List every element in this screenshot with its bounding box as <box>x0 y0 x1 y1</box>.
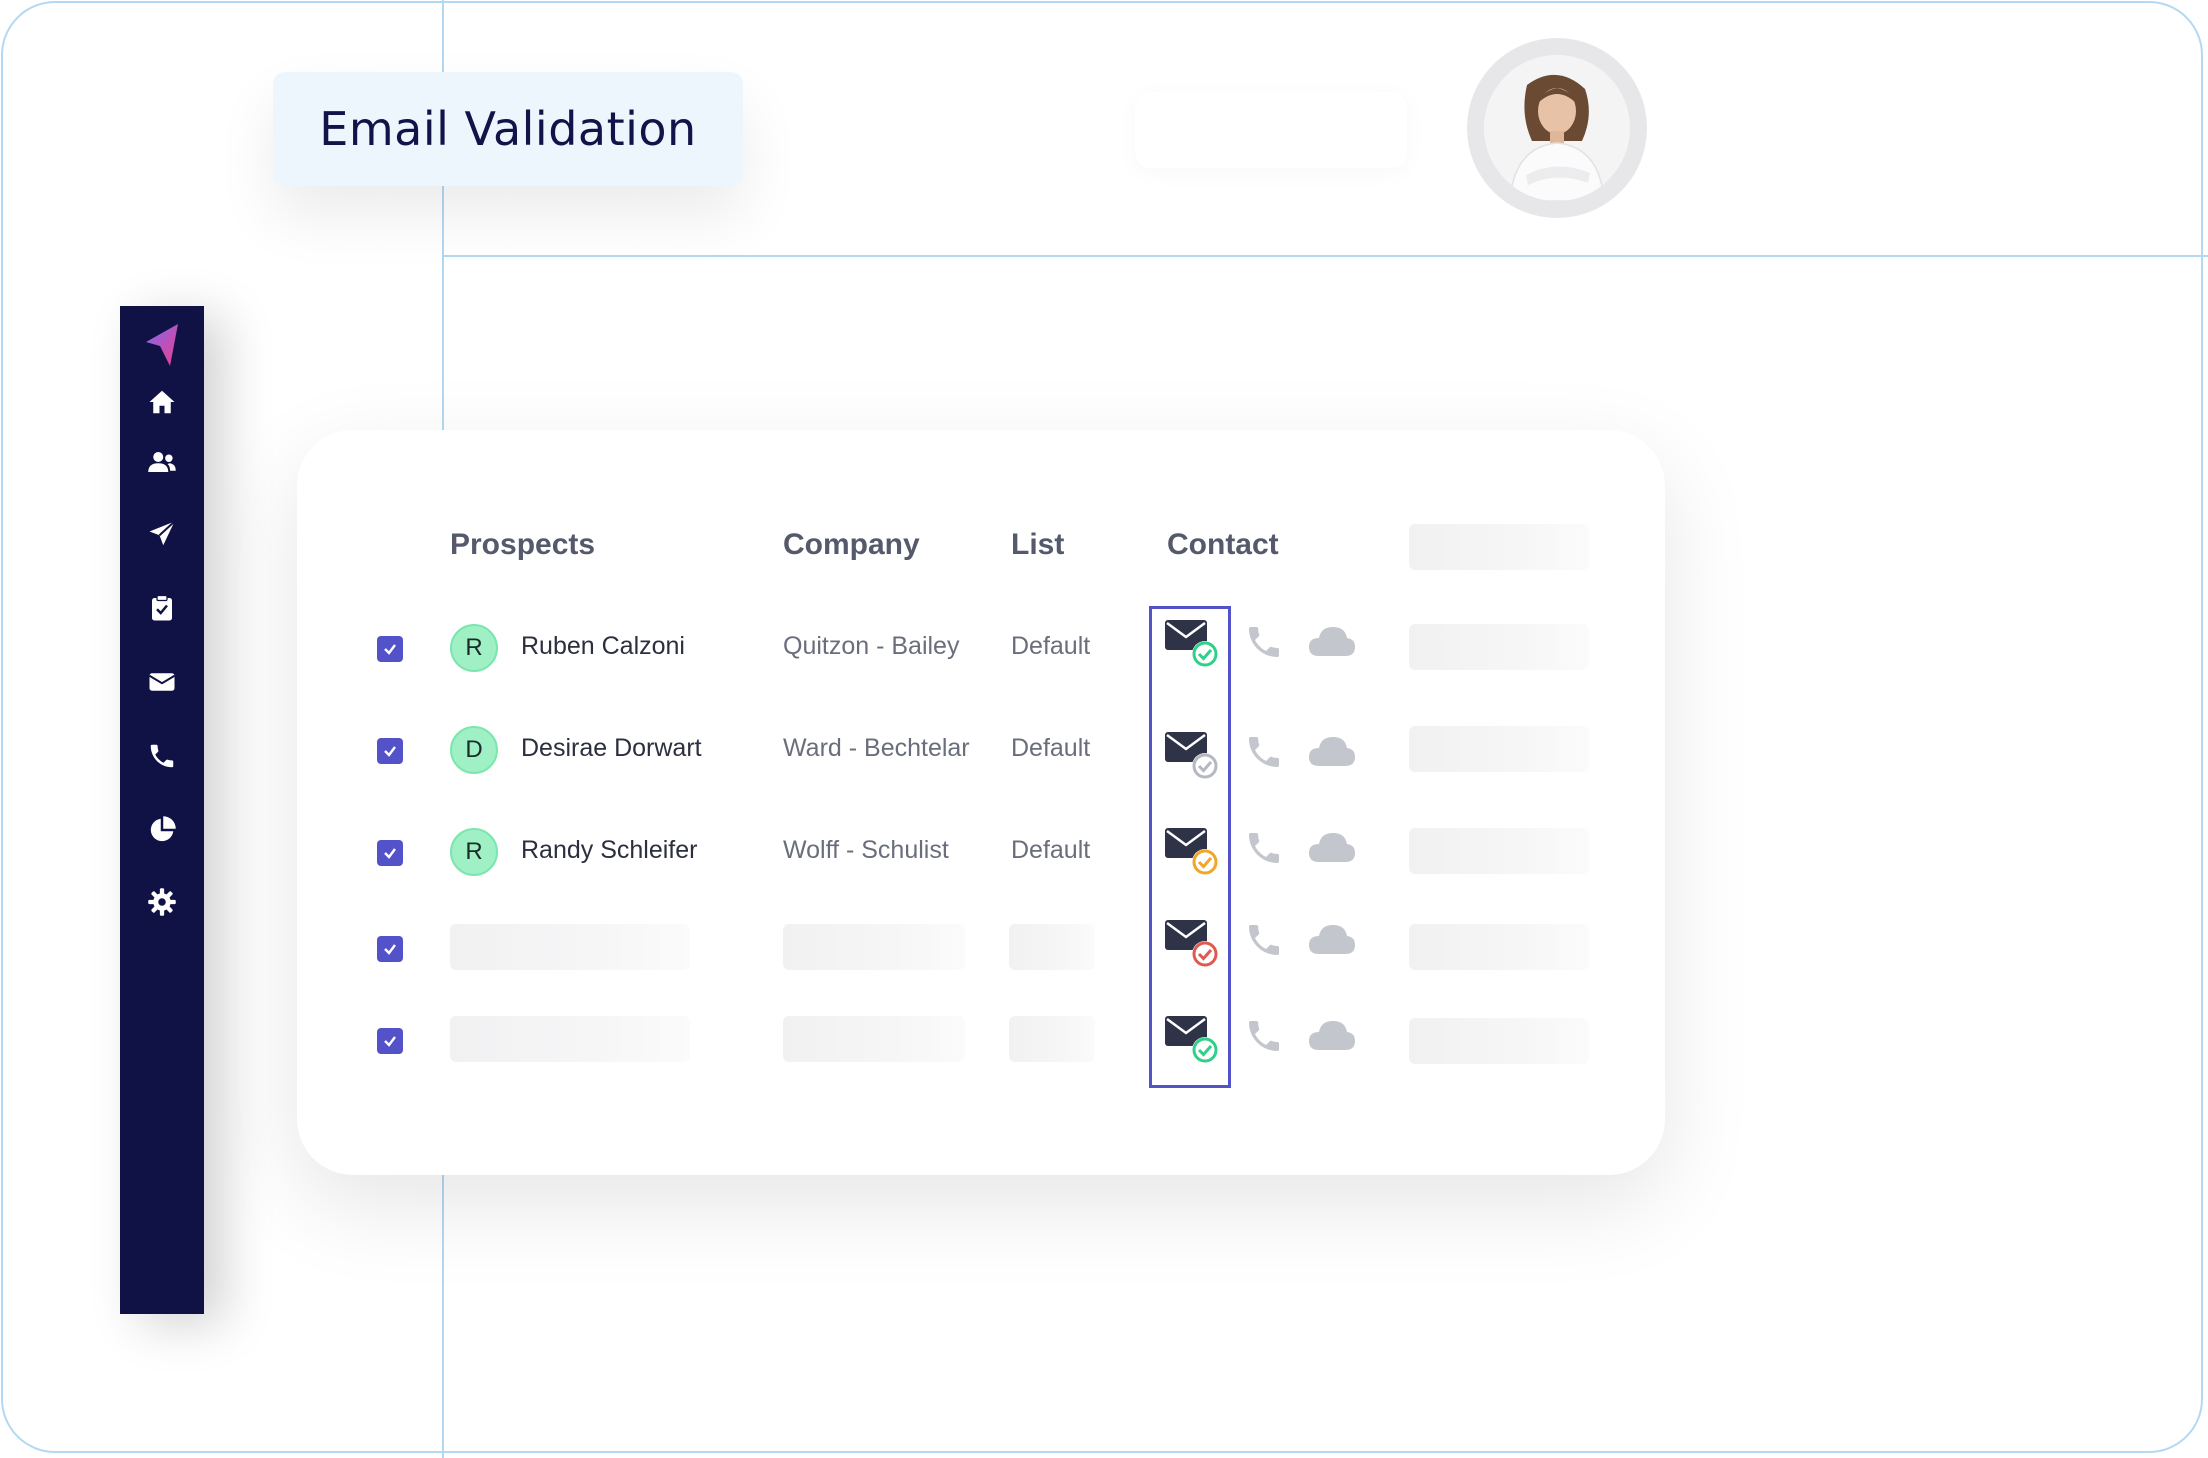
guide-line-horizontal <box>442 255 2208 257</box>
email-valid-icon[interactable] <box>1163 616 1225 678</box>
clipboard-check-icon[interactable] <box>146 592 178 624</box>
prospect-company: Wolff - Schulist <box>783 836 949 864</box>
cloud-icon[interactable] <box>1307 920 1357 960</box>
email-invalid-icon[interactable] <box>1163 916 1225 978</box>
phone-icon[interactable] <box>1244 1016 1284 1056</box>
table-row[interactable]: R Randy Schleifer Wolff - Schulist Defau… <box>297 820 1665 884</box>
table-row[interactable]: R Ruben Calzoni Quitzon - Bailey Default <box>297 616 1665 680</box>
prospect-list: Default <box>1011 734 1091 762</box>
row-checkbox[interactable] <box>377 840 403 866</box>
prospect-initial-avatar: R <box>450 828 498 876</box>
gear-icon[interactable] <box>146 886 178 918</box>
column-header-prospects: Prospects <box>450 528 596 561</box>
prospect-initial-avatar: R <box>450 624 498 672</box>
prospects-card: Prospects Company List Contact R Ruben C… <box>297 430 1665 1175</box>
prospect-list: Default <box>1011 836 1091 864</box>
table-row[interactable] <box>297 1008 1665 1072</box>
cloud-icon[interactable] <box>1307 732 1357 772</box>
prospect-company: Quitzon - Bailey <box>783 632 960 660</box>
list-placeholder <box>1009 924 1095 970</box>
prospect-name[interactable]: Randy Schleifer <box>521 836 698 864</box>
row-checkbox[interactable] <box>377 738 403 764</box>
row-placeholder <box>1409 924 1589 970</box>
table-row[interactable] <box>297 916 1665 980</box>
row-checkbox[interactable] <box>377 1028 403 1054</box>
row-placeholder <box>1409 726 1589 772</box>
phone-icon[interactable] <box>1244 920 1284 960</box>
row-placeholder <box>1409 624 1589 670</box>
table-row[interactable]: D Desirae Dorwart Ward - Bechtelar Defau… <box>297 718 1665 782</box>
title-badge: Email Validation <box>273 72 743 186</box>
row-placeholder <box>1409 1018 1589 1064</box>
column-header-company: Company <box>783 528 920 561</box>
email-valid-icon[interactable] <box>1163 1012 1225 1074</box>
company-placeholder <box>783 1016 965 1062</box>
send-icon[interactable] <box>146 518 178 550</box>
column-header-list: List <box>1011 528 1065 561</box>
email-risky-icon[interactable] <box>1163 824 1225 886</box>
column-header-contact: Contact <box>1167 528 1279 561</box>
phone-icon[interactable] <box>1244 828 1284 868</box>
sidebar <box>120 306 204 1314</box>
cloud-icon[interactable] <box>1307 622 1357 662</box>
mail-icon[interactable] <box>146 666 178 698</box>
email-column-highlight <box>1149 606 1231 1088</box>
avatar-photo <box>1484 55 1630 201</box>
arrow-logo-icon <box>144 320 180 370</box>
ghost-pill <box>1135 92 1407 168</box>
phone-icon[interactable] <box>1244 732 1284 772</box>
company-placeholder <box>783 924 965 970</box>
cloud-icon[interactable] <box>1307 1016 1357 1056</box>
prospect-name[interactable]: Desirae Dorwart <box>521 734 702 762</box>
users-icon[interactable] <box>146 446 178 478</box>
cloud-icon[interactable] <box>1307 828 1357 868</box>
prospect-list: Default <box>1011 632 1091 660</box>
row-checkbox[interactable] <box>377 936 403 962</box>
list-placeholder <box>1009 1016 1095 1062</box>
header-placeholder <box>1409 524 1589 570</box>
email-unknown-icon[interactable] <box>1163 728 1225 790</box>
row-checkbox[interactable] <box>377 636 403 662</box>
name-placeholder <box>450 1016 690 1062</box>
phone-icon[interactable] <box>146 740 178 772</box>
prospect-name[interactable]: Ruben Calzoni <box>521 632 685 660</box>
pie-chart-icon[interactable] <box>146 814 178 846</box>
page-title: Email Validation <box>319 102 697 156</box>
row-placeholder <box>1409 828 1589 874</box>
home-icon[interactable] <box>146 386 178 418</box>
name-placeholder <box>450 924 690 970</box>
prospect-company: Ward - Bechtelar <box>783 734 970 762</box>
avatar <box>1467 38 1647 218</box>
prospect-initial-avatar: D <box>450 726 498 774</box>
phone-icon[interactable] <box>1244 622 1284 662</box>
